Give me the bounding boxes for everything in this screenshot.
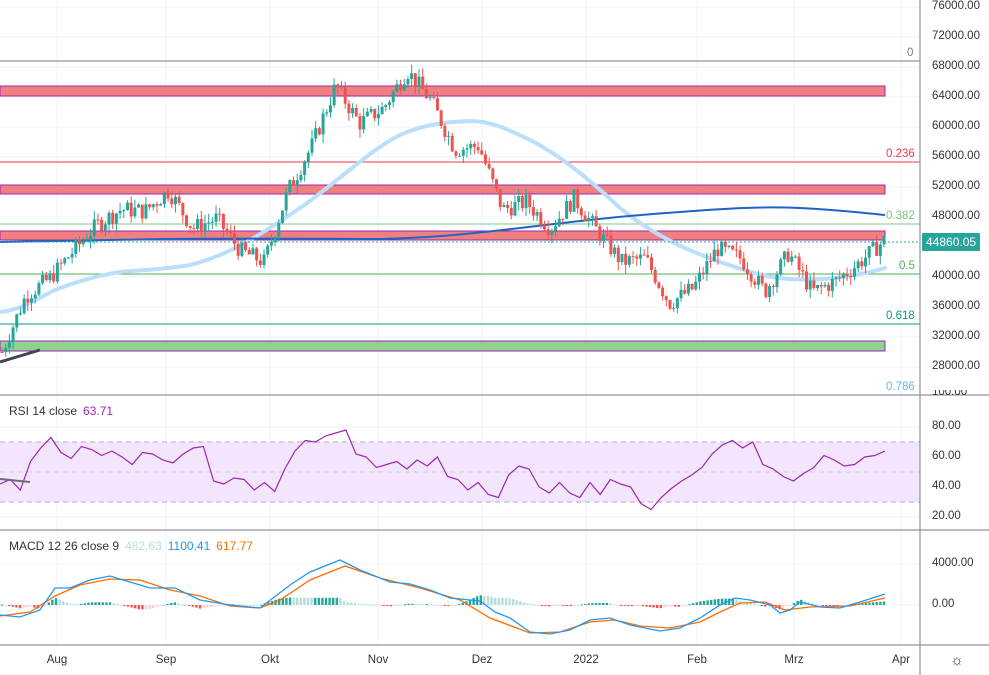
fib-label-0236: 0.236 <box>886 148 915 160</box>
fib-label-0618: 0.618 <box>886 310 915 322</box>
macd-legend-macd: 1100.41 <box>167 539 211 553</box>
moving-average-light <box>0 118 887 314</box>
price-tick: 40000.00 <box>932 270 980 282</box>
rsi-tick: 100.00 <box>932 390 968 398</box>
fib-label-05: 0.5 <box>899 260 915 272</box>
fib-label-0: 0 <box>907 47 914 59</box>
price-tick: 28000.00 <box>932 360 980 372</box>
time-tick: Sep <box>155 654 177 666</box>
price-tick: 68000.00 <box>932 60 980 72</box>
price-tick: 76000.00 <box>932 0 980 12</box>
price-tick: 52000.00 <box>932 180 980 192</box>
candlesticks <box>0 64 886 357</box>
price-tick: 64000.00 <box>932 90 980 102</box>
macd-tick: 4000.00 <box>932 557 974 569</box>
time-tick: Apr <box>892 654 910 666</box>
macd-legend-hist: 482.63 <box>125 539 162 553</box>
rsi-tick: 80.00 <box>932 420 961 432</box>
price-tick: 32000.00 <box>932 330 980 342</box>
price-tick: 72000.00 <box>932 30 980 42</box>
time-tick: Feb <box>687 654 707 666</box>
time-tick: Dez <box>471 654 493 666</box>
macd-legend-signal: 617.77 <box>216 539 253 553</box>
time-tick: Nov <box>367 654 389 666</box>
macd-line <box>0 559 886 635</box>
gear-icon[interactable]: ☼ <box>950 652 964 669</box>
time-tick: 2022 <box>573 654 599 666</box>
macd-legend-title: MACD 12 26 close 9 <box>9 539 120 553</box>
macd-legend[interactable]: MACD 12 26 close 9 482.63 1100.41 617.77 <box>9 539 259 553</box>
rsi-legend-title: RSI 14 close <box>9 404 78 418</box>
macd-signal-line <box>0 565 886 634</box>
rsi-line <box>0 429 886 511</box>
price-tick: 48000.00 <box>932 210 980 222</box>
rsi-legend-value: 63.71 <box>83 404 114 418</box>
rsi-tick: 40.00 <box>932 480 961 492</box>
fib-label-0382: 0.382 <box>886 210 915 222</box>
price-tick: 56000.00 <box>932 150 980 162</box>
time-tick: Okt <box>261 654 279 666</box>
price-tick: 60000.00 <box>932 120 980 132</box>
macd-tick: 0.00 <box>932 598 955 610</box>
rsi-tick: 20.00 <box>932 510 961 522</box>
rsi-tick: 60.00 <box>932 450 961 462</box>
price-tick: 36000.00 <box>932 300 980 312</box>
trendline <box>0 348 41 364</box>
moving-average-dark <box>0 206 886 243</box>
time-tick: Aug <box>46 654 68 666</box>
fib-label-0786: 0.786 <box>886 381 915 393</box>
fibonacci-retracement[interactable] <box>0 60 920 325</box>
time-tick: Mrz <box>784 654 804 666</box>
last-price-badge: 44860.05 <box>922 233 981 251</box>
rsi-trendline <box>0 478 31 483</box>
rsi-legend[interactable]: RSI 14 close 63.71 <box>9 404 119 418</box>
